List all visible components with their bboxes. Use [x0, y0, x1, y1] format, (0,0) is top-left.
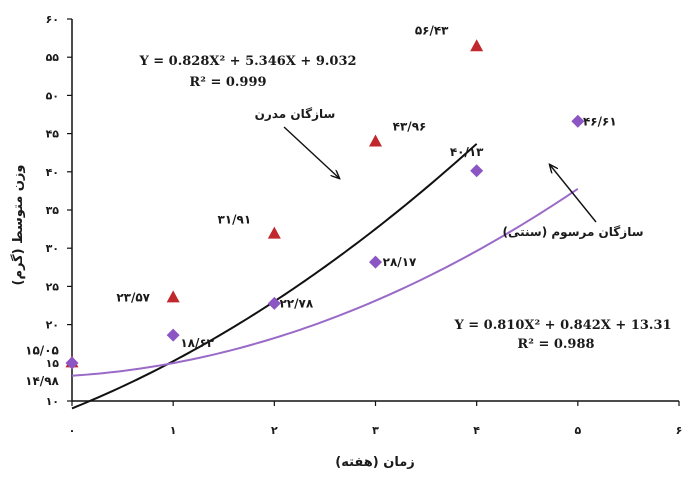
y-tick-label: ۵۰: [46, 89, 59, 102]
traditional-data-label: ۲۲/۷۸: [279, 296, 313, 310]
modern-point: [369, 134, 382, 147]
traditional-data-label: ۴۰/۱۳: [450, 145, 484, 159]
y-tick-label: ۲۰: [46, 319, 59, 332]
y-tick-label: ۵۵: [46, 51, 60, 64]
data-labels: ۱۵/۰۵ ۲۳/۵۷ ۳۱/۹۱ ۴۳/۹۶ ۵۶/۴۳ ۱۴/۹۸ ۱۸/۶۳ ۲۲/۷۸…: [25, 23, 617, 388]
traditional-trend-line: [71, 188, 579, 377]
x-tick-label: ۱: [170, 424, 177, 437]
y-tick-label: ۳۵: [46, 204, 60, 217]
y-axis-title: وزن متوسط (گرم): [10, 165, 26, 286]
modern-arrow: [283, 126, 339, 178]
data-markers: [65, 39, 585, 370]
y-tick-label: ۲۵: [46, 280, 60, 293]
modern-r2: R² = 0.999: [189, 75, 266, 90]
traditional-r2: R² = 0.988: [517, 337, 594, 352]
traditional-data-label: ۴۶/۶۱: [583, 114, 617, 128]
trend-curves: [71, 143, 579, 410]
traditional-point: [470, 164, 484, 178]
traditional-series-annotation: سازگان مرسوم (سنتی): [502, 225, 643, 240]
y-tick-label: ۴۵: [46, 128, 60, 141]
traditional-point: [166, 328, 180, 342]
modern-data-label: ۵۶/۴۳: [415, 23, 449, 37]
x-tick-label: ۵: [574, 424, 581, 437]
x-tick-label: ۴: [473, 424, 480, 437]
modern-equation: Y = 0.828X² + 5.346X + 9.032: [138, 54, 356, 69]
traditional-point: [571, 114, 585, 128]
traditional-data-label: ۱۴/۹۸: [25, 374, 59, 388]
y-tick-label: ۱۵: [46, 357, 60, 370]
y-tick-label: ۴۰: [46, 166, 59, 179]
modern-point: [267, 226, 281, 239]
modern-series-annotation: سازگان مدرن: [255, 107, 336, 121]
traditional-data-label: ۱۸/۶۳: [180, 336, 214, 350]
y-tick-label: ۶۰: [46, 13, 59, 26]
modern-data-label: ۲۳/۵۷: [116, 290, 150, 304]
modern-data-label: ۴۳/۹۶: [393, 120, 427, 134]
traditional-equation: Y = 0.810X² + 0.842X + 13.31: [453, 318, 671, 333]
x-axis-title: زمان (هفته): [335, 455, 414, 470]
modern-point: [166, 290, 180, 303]
x-tick-label: ۳: [372, 424, 379, 437]
x-tick-label: ۰: [69, 424, 76, 437]
y-tick-label: ۳۰: [46, 242, 59, 255]
traditional-data-label: ۲۸/۱۷: [383, 255, 417, 269]
x-tick-label: ۲: [271, 424, 278, 437]
traditional-arrow: [550, 165, 597, 223]
modern-data-label: ۳۱/۹۱: [217, 213, 251, 227]
y-tick-label: ۱۰: [46, 395, 59, 408]
traditional-point: [267, 296, 281, 310]
traditional-point: [369, 255, 382, 269]
modern-data-label: ۱۵/۰۵: [25, 343, 59, 357]
traditional-point: [65, 356, 79, 370]
modern-point: [470, 39, 484, 52]
x-tick-label: ۶: [676, 424, 683, 437]
